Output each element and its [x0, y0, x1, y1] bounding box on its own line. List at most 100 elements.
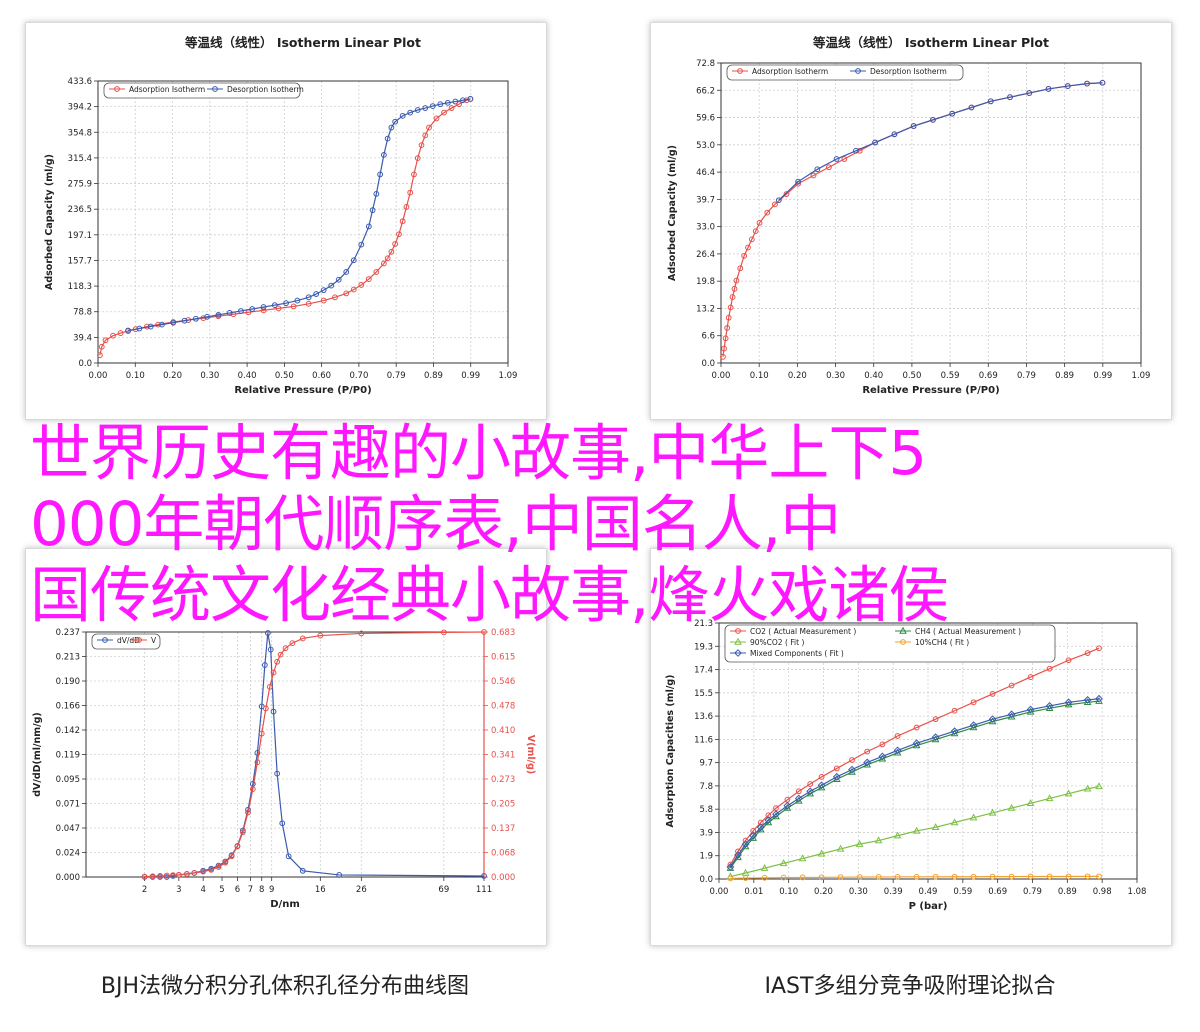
data-point [239, 829, 246, 836]
y-tick-label: 0.071 [56, 800, 80, 810]
x-tick-label: 0.01 [744, 887, 763, 897]
y-tick-label: 0.0 [78, 359, 92, 369]
data-point [1065, 657, 1072, 664]
x-tick-label: 0.79 [1023, 887, 1042, 897]
data-point [1064, 698, 1073, 707]
data-point [721, 345, 727, 352]
data-point [841, 156, 848, 162]
chart-isotherm-right: 等温线（线性） Isotherm Linear Plot 0.0 6.6 13.2 19… [667, 35, 1151, 396]
y-tick-label: 7.8 [699, 782, 713, 792]
chart-title: 等温线（线性） Isotherm Linear Plot [812, 35, 1049, 50]
data-point [737, 265, 744, 272]
data-point [852, 147, 859, 154]
x-tick-label: 2 [142, 885, 147, 895]
y-tick-label: 0.142 [56, 726, 80, 736]
data-point [365, 223, 372, 230]
chart-panel-bottom-left: 0.000 0.024 0.047 0.071 0.095 0.119 0.142 0.166… [25, 548, 547, 946]
data-point [388, 248, 395, 255]
x-tick-label: 0.69 [988, 887, 1007, 897]
data-point [305, 294, 312, 301]
y-tick-label: 39.4 [73, 333, 92, 343]
chart-panel-top-right: 等温线（线性） Isotherm Linear Plot 0.0 6.6 13.2 19… [650, 22, 1172, 420]
series-line [729, 698, 1100, 868]
data-point [1046, 873, 1053, 880]
data-point [931, 823, 940, 831]
data-point [163, 872, 170, 879]
legend-marker [734, 649, 742, 657]
data-point [456, 101, 463, 108]
data-point [384, 135, 391, 142]
y-tick-label: 433.6 [68, 77, 92, 87]
data-point [125, 327, 131, 334]
data-point [350, 286, 357, 293]
data-point [1045, 794, 1054, 802]
data-point [136, 325, 143, 332]
y-tick-label: 13.2 [696, 304, 715, 314]
legend-marker [212, 86, 218, 92]
y-tick-label: 53.0 [696, 141, 715, 151]
x-tick-label: 0.59 [953, 887, 972, 897]
legend-label: Desorption Isotherm [227, 85, 304, 94]
data-point [727, 875, 734, 882]
data-point [720, 353, 726, 360]
chart-title: 等温线（线性） Isotherm Linear Plot [184, 35, 421, 50]
series-4 [726, 694, 1103, 871]
data-point [208, 866, 215, 873]
data-point [756, 219, 763, 226]
plot-frame [97, 80, 509, 364]
series-0 [96, 96, 474, 359]
data-point [317, 632, 324, 639]
data-point [795, 178, 801, 185]
data-point [279, 820, 286, 827]
data-point [741, 840, 750, 849]
series-1 [775, 79, 1106, 204]
data-point [1064, 83, 1071, 89]
x-axis-label: Relative Pressure (P/P0) [862, 385, 999, 396]
data-point [741, 252, 748, 259]
legend-label: V [151, 636, 157, 645]
data-point [275, 305, 282, 312]
data-point [102, 337, 109, 344]
x-tick-label: 0.00 [710, 887, 729, 897]
data-point [343, 269, 350, 275]
data-point [764, 816, 773, 825]
data-point [807, 781, 814, 787]
data-point [745, 244, 751, 251]
data-point [752, 228, 759, 235]
data-point [192, 315, 199, 322]
data-point [407, 189, 414, 196]
x-tick-label: 1.09 [1132, 371, 1151, 381]
data-point [147, 323, 154, 330]
x-tick-label: 7 [248, 885, 253, 895]
x-tick-label: 0.10 [779, 887, 798, 897]
legend-label: dV/dD [117, 636, 140, 645]
series-line [729, 647, 1100, 865]
data-point [989, 873, 996, 880]
data-point [141, 873, 148, 880]
legend-marker [735, 628, 741, 634]
data-point [837, 874, 844, 881]
data-point [358, 241, 365, 248]
y-tick-label: 11.6 [694, 735, 713, 745]
data-point [448, 105, 455, 111]
x-tick-label: 0.60 [312, 371, 331, 381]
data-point [726, 863, 735, 871]
data-point [931, 733, 940, 742]
x-tick-label: 0.89 [424, 371, 443, 381]
data-point [764, 209, 771, 216]
series-3 [727, 873, 1102, 882]
x-tick-label: 0.50 [902, 371, 921, 381]
x-tick-label: 8 [259, 885, 264, 895]
data-point [392, 241, 399, 247]
data-point [328, 282, 335, 289]
data-point [467, 96, 474, 102]
data-point [750, 828, 757, 834]
data-point [440, 629, 447, 636]
series-0 [141, 630, 487, 880]
data-point [1096, 873, 1102, 880]
data-point [969, 721, 978, 730]
y-tick-label: 33.0 [696, 223, 715, 233]
overlay-headline: 世界历史有趣的小故事,中华上下5 000年朝代顺序表,中国名人,中 国传统文化经… [30, 418, 1190, 631]
data-point [98, 343, 105, 350]
series-line [730, 785, 1100, 878]
